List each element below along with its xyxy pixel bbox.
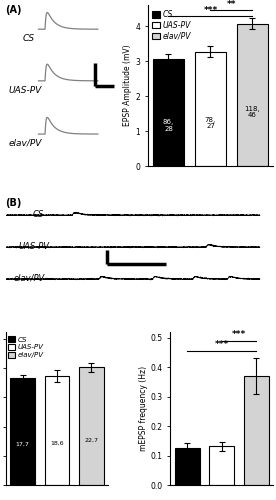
Text: UAS-PV: UAS-PV <box>19 242 50 250</box>
Text: CS: CS <box>23 34 35 43</box>
Text: (B): (B) <box>6 198 22 207</box>
Y-axis label: EPSP Amplitude (mV): EPSP Amplitude (mV) <box>123 45 132 126</box>
Text: 22,7: 22,7 <box>84 438 99 443</box>
Text: 86,
28: 86, 28 <box>163 119 174 132</box>
Bar <box>79 368 104 485</box>
Text: elav/PV: elav/PV <box>8 139 41 148</box>
Text: elav/PV: elav/PV <box>14 274 45 282</box>
Bar <box>45 376 69 485</box>
Bar <box>237 24 267 167</box>
Text: 17,7: 17,7 <box>16 442 30 446</box>
Text: UAS-PV: UAS-PV <box>8 86 41 94</box>
Bar <box>175 448 200 485</box>
Text: ***: *** <box>203 6 217 15</box>
Bar <box>209 446 234 485</box>
Text: 18,6: 18,6 <box>50 441 64 446</box>
Text: 118,
46: 118, 46 <box>245 106 260 118</box>
Text: (A): (A) <box>6 5 22 15</box>
Text: **: ** <box>227 0 236 9</box>
Bar <box>153 58 184 166</box>
Text: ***: *** <box>215 340 229 349</box>
Legend: CS, UAS-PV, elav/PV: CS, UAS-PV, elav/PV <box>149 7 194 44</box>
Bar <box>10 378 35 485</box>
Legend: CS, UAS-PV, elav/PV: CS, UAS-PV, elav/PV <box>5 334 46 361</box>
Text: 78,
27: 78, 27 <box>205 116 216 129</box>
Text: ***: *** <box>232 330 246 339</box>
Y-axis label: mEPSP frequency (Hz): mEPSP frequency (Hz) <box>139 366 148 451</box>
Bar <box>195 52 225 166</box>
Bar <box>244 376 269 485</box>
Text: CS: CS <box>32 210 44 218</box>
